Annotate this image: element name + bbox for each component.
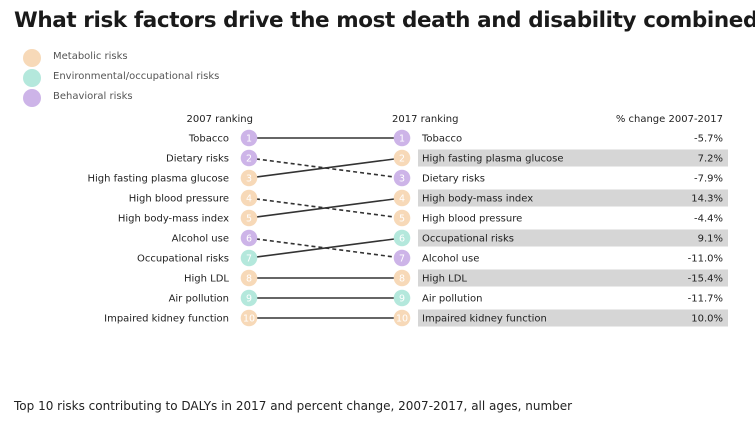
left-rank-number: 7 [246, 254, 252, 265]
connector-line-5-4 [248, 197, 403, 219]
left-rank-circle [240, 149, 258, 167]
left-rank-label: High fasting plasma glucose [87, 174, 229, 185]
right-rank-label: High blood pressure [422, 214, 522, 225]
percent-change-value: 14.3% [691, 194, 723, 205]
left-rank-circle [240, 169, 258, 187]
percent-change-value: -7.9% [694, 174, 723, 185]
left-rank-number: 6 [246, 234, 252, 245]
left-rank-number: 4 [246, 194, 252, 205]
right-rank-number: 2 [399, 154, 405, 165]
right-rank-number: 4 [399, 194, 405, 205]
connector-line-7-6 [248, 237, 403, 259]
chart-subtitle: Top 10 risks contributing to DALYs in 20… [14, 399, 573, 413]
left-rank-circle [240, 269, 258, 287]
right-rank-circle [393, 209, 411, 227]
left-rank-label: Tobacco [188, 134, 229, 145]
right-rank-label: High body-mass index [422, 194, 533, 205]
right-rank-circle [393, 169, 411, 187]
legend-swatch-environmental [23, 69, 41, 87]
right-rank-label: Air pollution [422, 294, 482, 305]
left-rank-circle [240, 309, 258, 327]
right-rank-number: 9 [399, 294, 405, 305]
chart-title: What risk factors drive the most death a… [14, 8, 755, 33]
right-rank-number: 3 [399, 174, 405, 185]
right-rank-number: 10 [396, 314, 408, 325]
left-rank-label: Dietary risks [166, 154, 229, 165]
right-rank-number: 6 [399, 234, 405, 245]
right-column-header: 2017 ranking [392, 114, 458, 125]
left-rank-circle [240, 209, 258, 227]
left-rank-number: 8 [246, 274, 252, 285]
percent-change-value: 7.2% [698, 154, 723, 165]
percent-change-value: 9.1% [698, 234, 723, 245]
left-rank-label: High blood pressure [129, 194, 229, 205]
highlight-row-10 [418, 309, 728, 327]
left-rank-circle [240, 249, 258, 267]
right-rank-circle [393, 309, 411, 327]
left-rank-label: High LDL [184, 274, 229, 285]
left-rank-label: Occupational risks [137, 254, 229, 265]
left-rank-number: 9 [246, 294, 252, 305]
highlight-row-8 [418, 269, 728, 287]
highlight-row-2 [418, 149, 728, 167]
left-rank-circle [240, 189, 258, 207]
right-rank-circle [393, 229, 411, 247]
percent-change-value: -11.7% [688, 294, 723, 305]
left-rank-label: Impaired kidney function [104, 314, 229, 325]
right-rank-circle [393, 269, 411, 287]
highlight-row-6 [418, 229, 728, 247]
legend-swatch-metabolic [23, 49, 41, 67]
left-rank-label: High body-mass index [118, 214, 229, 225]
right-rank-circle [393, 249, 411, 267]
left-rank-label: Air pollution [169, 294, 229, 305]
left-column-header: 2007 ranking [187, 114, 253, 125]
right-rank-label: High LDL [422, 274, 467, 285]
right-rank-label: Alcohol use [422, 254, 479, 265]
percent-change-value: -15.4% [688, 274, 723, 285]
right-rank-circle [393, 149, 411, 167]
right-rank-number: 8 [399, 274, 405, 285]
percent-change-value: -4.4% [694, 214, 723, 225]
left-rank-number: 5 [246, 214, 252, 225]
right-rank-label: Tobacco [421, 134, 462, 145]
left-rank-number: 2 [246, 154, 252, 165]
right-rank-circle [393, 189, 411, 207]
left-rank-number: 10 [243, 314, 255, 325]
percent-change-value: 10.0% [691, 314, 723, 325]
left-rank-circle [240, 129, 258, 147]
legend-label-behavioral: Behavioral risks [53, 91, 133, 102]
right-rank-number: 7 [399, 254, 405, 265]
right-rank-circle [393, 289, 411, 307]
highlight-row-4 [418, 189, 728, 207]
right-rank-circle [393, 129, 411, 147]
right-rank-label: Impaired kidney function [422, 314, 547, 325]
right-rank-label: Dietary risks [422, 174, 485, 185]
right-rank-label: Occupational risks [422, 234, 514, 245]
legend-label-environmental: Environmental/occupational risks [53, 71, 220, 82]
change-column-header: % change 2007-2017 [616, 114, 723, 125]
right-rank-label: High fasting plasma glucose [422, 154, 564, 165]
right-rank-number: 1 [399, 134, 405, 145]
left-rank-label: Alcohol use [172, 234, 229, 245]
right-rank-number: 5 [399, 214, 405, 225]
left-rank-circle [240, 229, 258, 247]
percent-change-value: -5.7% [694, 134, 723, 145]
legend-label-metabolic: Metabolic risks [53, 51, 128, 62]
legend-swatch-behavioral [23, 89, 41, 107]
left-rank-number: 3 [246, 174, 252, 185]
left-rank-circle [240, 289, 258, 307]
percent-change-value: -11.0% [688, 254, 723, 265]
connector-line-3-2 [248, 157, 403, 179]
left-rank-number: 1 [246, 134, 252, 145]
